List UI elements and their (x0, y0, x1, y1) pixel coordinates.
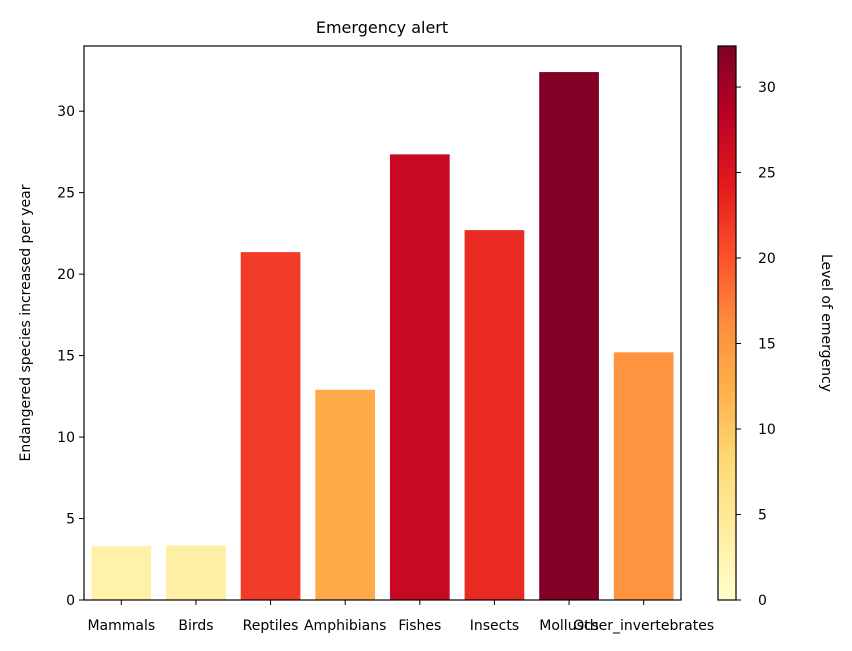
colorbar-tick-label: 5 (758, 508, 767, 524)
y-tick-label: 25 (57, 186, 75, 202)
colorbar-tick-label: 15 (758, 337, 776, 353)
colorbar-ticks: 0 5 10 15 20 25 30 (736, 80, 776, 609)
colorbar-tick-label: 25 (758, 166, 776, 182)
x-axis: Mammals Birds Reptiles Amphibians Fishes Inse… (87, 600, 714, 634)
colorbar-fill (717, 45, 737, 601)
chart-title: Emergency alert (316, 18, 448, 37)
plot-frame (83, 45, 682, 601)
x-tick-label: Molluscs (539, 618, 599, 634)
bar-molluscs (539, 72, 599, 601)
y-tick-label: 30 (57, 104, 75, 120)
x-tick-label: Amphibians (304, 618, 386, 634)
y-tick-label: 5 (66, 512, 75, 528)
y-axis: 0 5 10 15 20 25 30 (57, 104, 84, 609)
x-tick-label: Insects (470, 618, 519, 634)
bar-birds (166, 545, 226, 600)
x-tick-label: Other_invertebrates (573, 618, 714, 634)
y-tick-label: 15 (57, 349, 75, 365)
bar-fishes (389, 154, 450, 600)
y-tick-label: 0 (66, 593, 75, 609)
x-tick-label: Mammals (87, 618, 155, 634)
bar-reptiles (240, 252, 301, 600)
colorbar: 0 5 10 15 20 25 30 Level of emergency (717, 45, 834, 609)
bar-insects (464, 230, 525, 600)
x-tick-label: Reptiles (243, 618, 299, 634)
bar-amphibians (315, 389, 376, 600)
colorbar-tick-label: 20 (758, 251, 776, 267)
bar-mammals (91, 546, 152, 600)
colorbar-tick-label: 30 (758, 80, 776, 96)
y-tick-label: 10 (57, 430, 75, 446)
colorbar-tick-label: 10 (758, 422, 776, 438)
bars-group (91, 72, 674, 601)
y-tick-label: 20 (57, 267, 75, 283)
y-axis-label: Endangered species increased per year (18, 184, 34, 461)
x-tick-label: Birds (178, 618, 213, 634)
x-tick-label: Fishes (398, 618, 441, 634)
colorbar-tick-label: 0 (758, 593, 767, 609)
bar-other-invertebrates (613, 352, 674, 600)
colorbar-label: Level of emergency (818, 254, 834, 392)
